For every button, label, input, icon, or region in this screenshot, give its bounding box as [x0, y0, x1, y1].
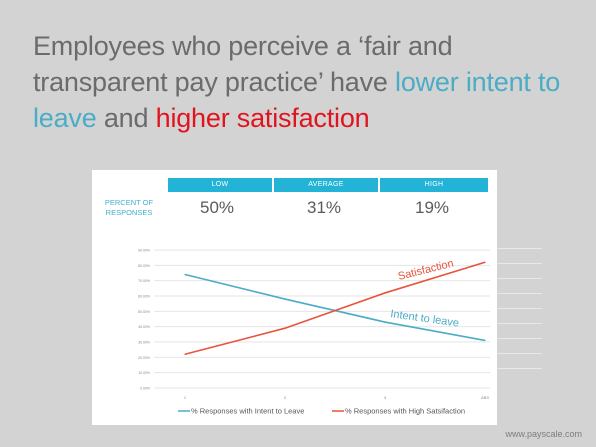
headline-lower-intent: lower intent to leave [33, 67, 561, 133]
y-tick-label: 60.00% [138, 295, 150, 299]
data-point [484, 339, 486, 342]
data-point [284, 327, 286, 329]
col-header-average: AVERAGE [274, 178, 378, 192]
value-high: 19% [414, 198, 450, 217]
y-tick-label: 70.00% [138, 279, 150, 283]
series-line-1 [184, 261, 486, 356]
headline-part1: Employees who perceive a ‘fair and trans… [33, 31, 453, 97]
legend-label-intent: % Responses with Intent to Leave [191, 407, 304, 416]
value-average: 31% [306, 198, 342, 217]
chart-panel: LOW AVERAGE HIGH PERCENT OF RESPONSES 50… [92, 170, 497, 425]
y-tick-label: 90.00% [138, 249, 150, 253]
line-chart: 0.00% 10.00% 20.00% 30.00% 40.00% 50.00% 60.00… [138, 249, 490, 416]
y-tick-label: 10.00% [138, 371, 150, 375]
data-point [384, 292, 386, 294]
x-tick-label: 1 [184, 395, 187, 400]
x-tick-label: ABS [481, 395, 489, 400]
y-tick-label: 20.00% [138, 356, 150, 360]
series-line-0 [184, 273, 486, 342]
col-header-low: LOW [168, 178, 272, 192]
data-point [284, 298, 286, 300]
footer-url: www.payscale.com [505, 429, 582, 439]
data-point [484, 261, 486, 263]
row-label-line2: RESPONSES [105, 208, 153, 217]
data-point [184, 273, 186, 276]
headline-part3: and [96, 103, 156, 133]
x-tick-label: 2 [284, 395, 287, 400]
y-tick-label: 0.00% [140, 387, 150, 391]
y-tick-label: 30.00% [138, 341, 150, 345]
value-low: 50% [199, 198, 235, 217]
legend-label-satisfaction: % Responses with High Satsifaction [345, 407, 465, 416]
extended-gridlines [497, 248, 542, 383]
data-point [184, 353, 186, 355]
col-header-high: HIGH [380, 178, 488, 192]
row-label-line1: PERCENT OF [104, 198, 154, 207]
y-tick-label: 40.00% [138, 325, 150, 329]
x-tick-label: 3 [384, 395, 387, 400]
y-tick-label: 50.00% [138, 310, 150, 314]
headline-higher-satisfaction: higher satisfaction [155, 103, 370, 133]
annotation-satisfaction: Satisfaction [397, 258, 455, 283]
headline: Employees who perceive a ‘fair and trans… [33, 28, 578, 136]
y-tick-label: 80.00% [138, 264, 150, 268]
row-label: PERCENT OF RESPONSES [99, 198, 159, 218]
data-point [384, 321, 386, 323]
